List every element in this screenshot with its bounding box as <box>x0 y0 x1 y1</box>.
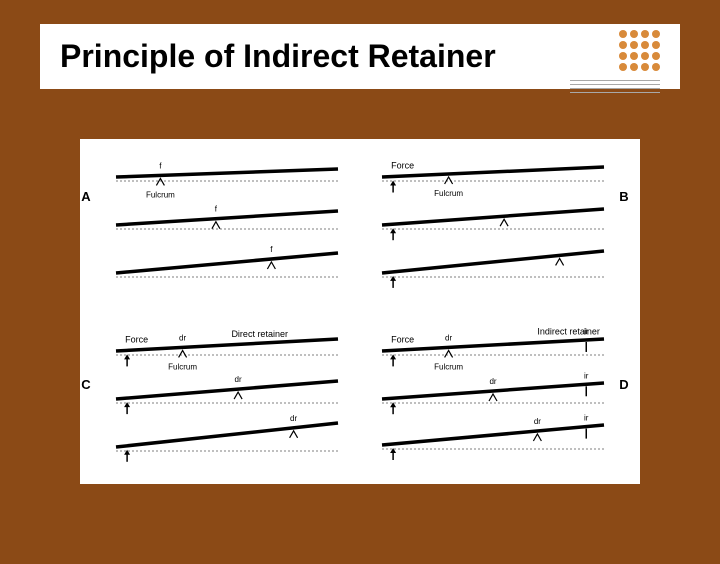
svg-text:C: C <box>81 377 91 392</box>
svg-text:f: f <box>270 245 273 254</box>
svg-text:Fulcrum: Fulcrum <box>146 190 175 199</box>
svg-text:dr: dr <box>534 417 541 426</box>
svg-text:dr: dr <box>179 333 186 342</box>
svg-text:Force: Force <box>391 161 414 171</box>
svg-text:f: f <box>215 205 218 214</box>
svg-text:dr: dr <box>290 414 297 423</box>
svg-text:Fulcrum: Fulcrum <box>434 362 463 371</box>
page-title: Principle of Indirect Retainer <box>60 38 660 75</box>
svg-text:f: f <box>159 161 162 170</box>
svg-text:dr: dr <box>445 333 452 342</box>
svg-text:A: A <box>81 189 91 204</box>
svg-text:ir: ir <box>584 414 589 423</box>
svg-text:dr: dr <box>235 375 242 384</box>
svg-text:B: B <box>619 189 628 204</box>
svg-text:Fulcrum: Fulcrum <box>434 189 463 198</box>
decoration-lines <box>570 80 660 93</box>
title-bar: Principle of Indirect Retainer <box>40 24 680 89</box>
diagram-panel: f Fulcrum f f Force Fulcrum Force dr Direct reta… <box>80 139 640 484</box>
svg-text:dr: dr <box>489 377 496 386</box>
svg-text:Indirect retainer: Indirect retainer <box>537 327 600 337</box>
svg-text:ir: ir <box>584 371 589 380</box>
levers-svg: f Fulcrum f f Force Fulcrum Force dr Direct reta… <box>80 139 640 484</box>
svg-text:Direct retainer: Direct retainer <box>231 329 288 339</box>
svg-text:D: D <box>619 377 628 392</box>
svg-text:Fulcrum: Fulcrum <box>168 362 197 371</box>
svg-text:Force: Force <box>125 334 148 344</box>
decoration-dots <box>619 30 660 71</box>
svg-text:Force: Force <box>391 334 414 344</box>
